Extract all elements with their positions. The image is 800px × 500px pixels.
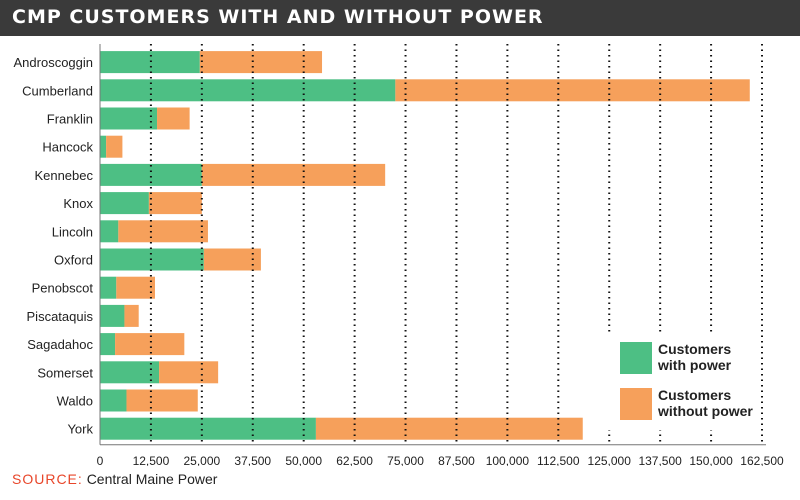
bar-without-power: [157, 107, 190, 130]
bar-without-power: [203, 248, 261, 271]
bar-with-power: [100, 79, 396, 102]
x-tick-label: 50,000: [285, 454, 322, 466]
title-bar: CMP CUSTOMERS WITH AND WITHOUT POWER: [0, 0, 800, 36]
category-label: Somerset: [37, 365, 93, 380]
bar-without-power: [126, 389, 198, 412]
bar-without-power: [315, 417, 583, 440]
x-tick-label: 87,500: [438, 454, 475, 466]
legend-label: without power: [657, 403, 753, 419]
x-tick-label: 137,500: [638, 454, 682, 466]
x-tick-label: 75,000: [387, 454, 424, 466]
bar-without-power: [124, 304, 139, 327]
legend-label: Customers: [658, 387, 731, 403]
legend-swatch-with-power: [620, 342, 652, 374]
x-tick-label: 62,500: [336, 454, 373, 466]
stacked-bar-chart: Androscoggin Cumberland Franklin Hancock Ken…: [14, 44, 784, 466]
x-tick-label: 37,500: [234, 454, 271, 466]
legend-label: Customers: [658, 341, 731, 357]
category-label: Lincoln: [52, 224, 93, 239]
x-tick-label: 112,500: [537, 454, 580, 466]
bar-with-power: [100, 304, 125, 327]
bar-without-power: [106, 135, 123, 158]
bar-without-power: [199, 51, 323, 74]
legend-label: with power: [657, 357, 732, 373]
source-text: Central Maine Power: [86, 471, 218, 487]
x-tick-label: 162,500: [740, 454, 784, 466]
bar-with-power: [100, 135, 107, 158]
category-label: York: [67, 422, 93, 437]
x-tick-label: 100,000: [486, 454, 530, 466]
bar-with-power: [100, 220, 119, 243]
category-label: Knox: [63, 196, 93, 211]
category-label: Hancock: [42, 140, 93, 155]
category-label: Waldo: [57, 394, 93, 409]
bar-with-power: [100, 333, 116, 356]
source-label: SOURCE:: [12, 471, 83, 487]
category-label: Oxford: [54, 253, 93, 268]
bar-without-power: [395, 79, 750, 102]
bar-without-power: [148, 192, 202, 215]
legend-swatch-without-power: [620, 388, 652, 420]
bar-with-power: [100, 107, 158, 130]
category-label: Piscataquis: [27, 309, 94, 324]
bar-with-power: [100, 248, 204, 271]
category-label: Penobscot: [32, 281, 94, 296]
bar-without-power: [201, 163, 386, 186]
bar-without-power: [116, 276, 155, 299]
bar-without-power: [159, 361, 219, 384]
x-tick-label: 25,000: [183, 454, 220, 466]
chart-title: CMP CUSTOMERS WITH AND WITHOUT POWER: [12, 6, 544, 28]
bar-without-power: [118, 220, 208, 243]
x-tick-label: 125,000: [588, 454, 632, 466]
category-label: Androscoggin: [14, 55, 94, 70]
bar-with-power: [100, 192, 149, 215]
category-label: Franklin: [47, 112, 93, 127]
bar-with-power: [100, 276, 117, 299]
x-tick-label: 150,000: [689, 454, 733, 466]
bar-with-power: [100, 361, 160, 384]
category-label: Kennebec: [34, 168, 93, 183]
bar-with-power: [100, 389, 127, 412]
bar-with-power: [100, 417, 316, 440]
x-tick-label: 0: [97, 454, 104, 466]
category-label: Sagadahoc: [27, 337, 93, 352]
category-label: Cumberland: [22, 83, 93, 98]
bar-with-power: [100, 163, 202, 186]
bar-with-power: [100, 51, 200, 74]
bar-without-power: [115, 333, 185, 356]
source-line: SOURCE: Central Maine Power: [12, 471, 217, 487]
x-tick-label: 12,500: [133, 454, 170, 466]
